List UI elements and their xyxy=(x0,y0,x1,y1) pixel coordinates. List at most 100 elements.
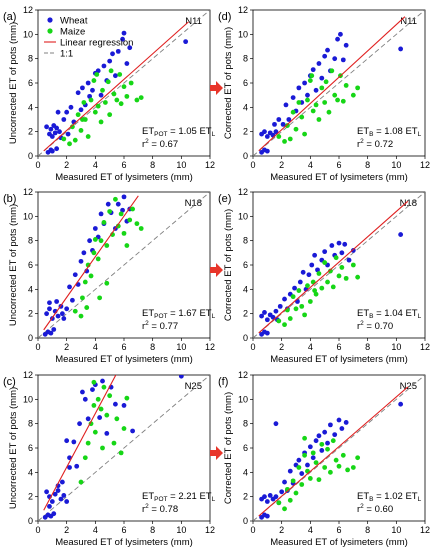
data-point-wheat xyxy=(52,130,58,136)
data-point-wheat xyxy=(346,257,352,263)
data-point-maize xyxy=(330,438,336,444)
data-point-maize xyxy=(85,440,91,446)
data-point-wheat xyxy=(44,124,49,130)
y-tick-label: 0 xyxy=(243,333,248,343)
x-tick-label: 2 xyxy=(64,342,69,352)
x-tick-label: 4 xyxy=(308,342,313,352)
one-to-one-line xyxy=(38,192,210,338)
data-point-wheat xyxy=(307,444,313,450)
data-point-wheat xyxy=(316,61,322,66)
data-point-wheat xyxy=(398,46,404,52)
y-tick-label: 6 xyxy=(243,443,248,453)
data-point-maize xyxy=(115,223,121,229)
data-point-wheat xyxy=(51,511,57,517)
panel-label: (a) xyxy=(3,11,16,23)
data-point-wheat xyxy=(299,471,305,476)
data-point-maize xyxy=(117,72,123,77)
r-squared: r2 = 0.60 xyxy=(357,503,393,515)
data-point-maize xyxy=(128,80,134,86)
y-tick-label: 6 xyxy=(28,260,33,270)
data-point-wheat xyxy=(310,67,316,73)
data-point-wheat xyxy=(336,240,342,246)
data-point-maize xyxy=(61,136,67,142)
data-point-maize xyxy=(118,450,124,456)
data-point-wheat xyxy=(81,250,87,256)
data-point-wheat xyxy=(72,272,78,278)
data-point-maize xyxy=(343,83,349,88)
y-tick-label: 0 xyxy=(28,333,33,343)
data-point-maize xyxy=(322,100,328,105)
data-point-maize xyxy=(72,137,78,143)
y-tick-label: 2 xyxy=(28,492,33,502)
y-tick-label: 12 xyxy=(238,370,248,380)
data-point-maize xyxy=(310,108,316,114)
data-point-wheat xyxy=(264,317,270,323)
x-tick-label: 8 xyxy=(365,525,370,535)
x-tick-label: 12 xyxy=(205,160,215,170)
data-point-maize xyxy=(309,73,315,79)
data-point-wheat xyxy=(306,272,312,278)
data-point-maize xyxy=(72,308,78,314)
data-point-wheat xyxy=(113,73,118,79)
data-point-maize xyxy=(82,455,88,461)
x-tick-label: 10 xyxy=(391,525,401,535)
panel-label: (d) xyxy=(218,11,231,23)
data-point-wheat xyxy=(273,421,279,427)
plot-area xyxy=(253,192,425,338)
data-point-wheat xyxy=(78,107,84,113)
red-arrow-icon xyxy=(210,81,223,95)
data-point-maize xyxy=(94,72,100,77)
data-point-wheat xyxy=(309,262,315,268)
data-point-wheat xyxy=(98,92,104,98)
x-axis-label: Measured ET of lysimeters (mm) xyxy=(55,537,193,548)
data-point-wheat xyxy=(78,258,84,264)
data-point-maize xyxy=(316,271,322,276)
data-point-maize xyxy=(78,313,84,319)
data-point-maize xyxy=(121,84,127,90)
data-point-maize xyxy=(67,141,72,147)
y-axis-label: Uncorrected ET of pots (mm) xyxy=(8,22,19,144)
data-point-wheat xyxy=(68,104,74,110)
data-point-wheat xyxy=(130,428,136,434)
data-point-wheat xyxy=(264,499,270,504)
data-point-maize xyxy=(138,226,144,231)
data-point-wheat xyxy=(312,252,318,258)
data-point-maize xyxy=(330,284,336,290)
data-point-maize xyxy=(118,101,124,107)
x-tick-label: 6 xyxy=(121,160,126,170)
regression-equation: ETB = 1.08 ETL xyxy=(357,126,422,138)
y-tick-label: 8 xyxy=(28,419,33,429)
y-tick-label: 2 xyxy=(28,127,33,137)
data-point-maize xyxy=(313,291,319,297)
y-tick-label: 10 xyxy=(23,394,33,404)
data-point-maize xyxy=(310,450,316,456)
legend-wheat-label: Wheat xyxy=(60,16,88,27)
data-point-wheat xyxy=(85,416,91,422)
x-tick-label: 6 xyxy=(336,525,341,535)
data-point-maize xyxy=(84,305,90,310)
data-point-wheat xyxy=(100,378,105,384)
data-point-maize xyxy=(105,79,111,85)
y-tick-label: 10 xyxy=(238,29,248,39)
data-point-wheat xyxy=(48,330,54,336)
data-point-maize xyxy=(312,288,318,293)
data-point-wheat xyxy=(319,448,325,453)
data-point-maize xyxy=(355,455,361,461)
y-tick-label: 8 xyxy=(243,419,248,429)
y-tick-label: 6 xyxy=(28,78,33,88)
y-tick-label: 0 xyxy=(28,151,33,161)
data-point-maize xyxy=(293,306,299,312)
x-axis-label: Measured ET of lysimeters (mm) xyxy=(270,354,408,365)
y-axis-label: Corrected ET of pots (mm) xyxy=(223,209,234,321)
data-point-wheat xyxy=(64,499,70,504)
data-point-wheat xyxy=(343,420,349,425)
panel-label: (f) xyxy=(218,376,228,388)
data-point-maize xyxy=(80,295,85,301)
x-tick-label: 0 xyxy=(250,342,255,352)
y-tick-label: 4 xyxy=(243,467,248,477)
data-point-maize xyxy=(91,250,97,256)
legend-wheat-marker xyxy=(47,17,53,23)
y-tick-label: 4 xyxy=(28,467,33,477)
data-point-maize xyxy=(296,465,302,470)
data-point-maize xyxy=(299,114,305,120)
